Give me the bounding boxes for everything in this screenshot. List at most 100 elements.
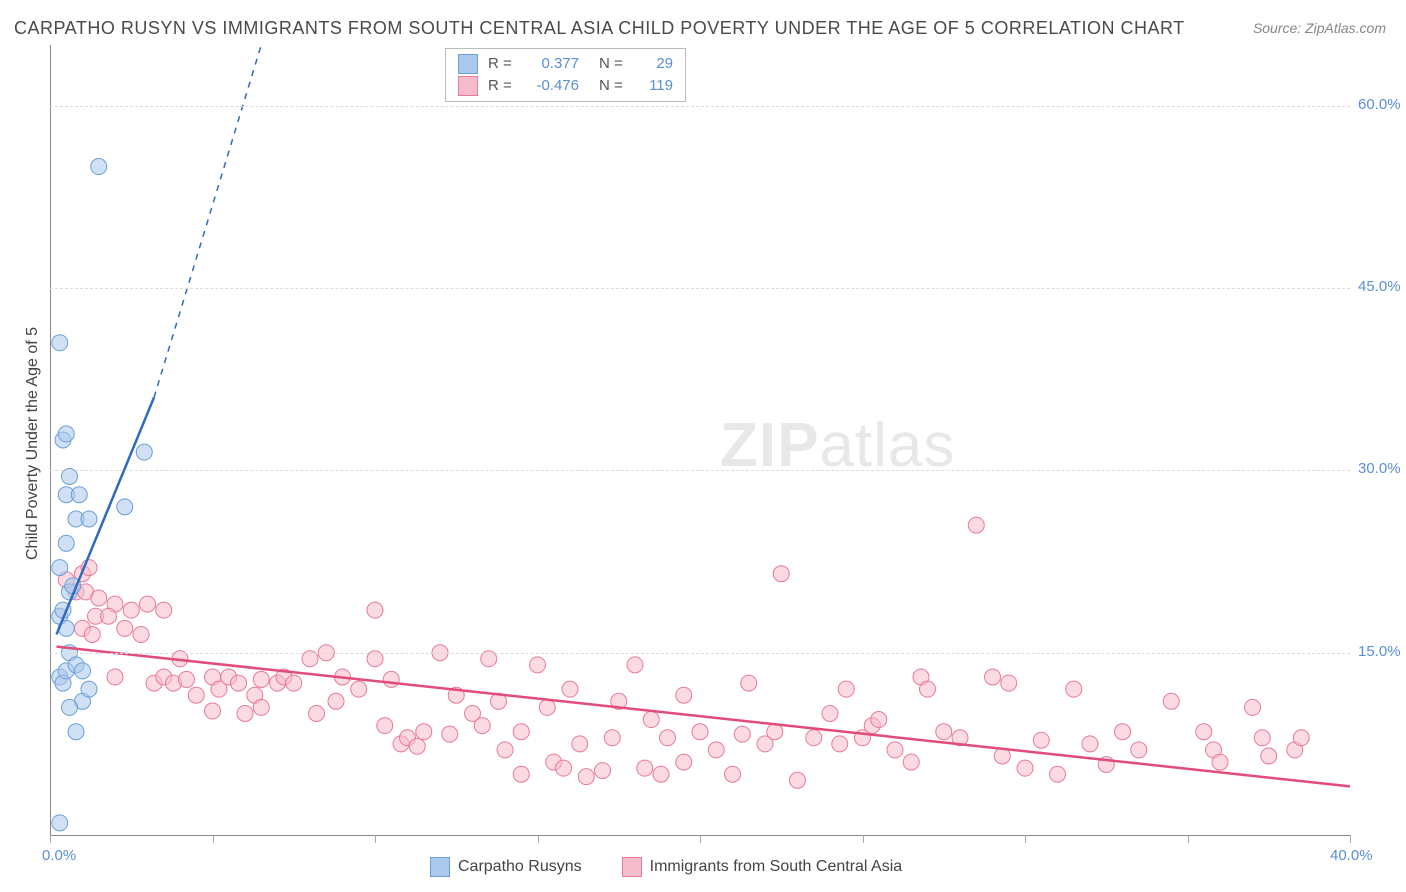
scatter-point	[968, 517, 984, 533]
scatter-point	[653, 766, 669, 782]
gridline-h	[50, 288, 1350, 289]
scatter-point	[708, 742, 724, 758]
scatter-point	[71, 487, 87, 503]
x-tick	[1188, 835, 1189, 843]
series-legend: Carpatho Rusyns Immigrants from South Cen…	[430, 857, 902, 877]
scatter-point	[676, 687, 692, 703]
scatter-point	[1050, 766, 1066, 782]
scatter-point	[660, 730, 676, 746]
scatter-point	[936, 724, 952, 740]
scatter-point	[1131, 742, 1147, 758]
scatter-point	[530, 657, 546, 673]
scatter-point	[123, 602, 139, 618]
scatter-point	[692, 724, 708, 740]
scatter-point	[1017, 760, 1033, 776]
scatter-point	[75, 663, 91, 679]
scatter-point	[920, 681, 936, 697]
scatter-point	[52, 335, 68, 351]
scatter-point	[62, 699, 78, 715]
series-legend-item: Immigrants from South Central Asia	[622, 857, 903, 877]
scatter-point	[773, 566, 789, 582]
x-tick	[375, 835, 376, 843]
scatter-point	[68, 724, 84, 740]
scatter-point	[133, 626, 149, 642]
x-tick	[700, 835, 701, 843]
scatter-point	[627, 657, 643, 673]
chart-svg	[0, 0, 1406, 892]
r-label: R =	[488, 53, 514, 75]
scatter-point	[179, 671, 195, 687]
scatter-point	[253, 699, 269, 715]
n-value: 119	[635, 75, 673, 97]
legend-swatch	[458, 76, 478, 96]
series-name: Immigrants from South Central Asia	[650, 858, 903, 876]
scatter-point	[409, 738, 425, 754]
scatter-point	[903, 754, 919, 770]
scatter-point	[497, 742, 513, 758]
scatter-point	[367, 602, 383, 618]
scatter-point	[539, 699, 555, 715]
scatter-point	[1196, 724, 1212, 740]
y-tick-label: 60.0%	[1358, 96, 1401, 113]
scatter-point	[578, 769, 594, 785]
scatter-point	[1066, 681, 1082, 697]
correlation-legend-row: R =0.377N =29	[458, 53, 673, 75]
scatter-point	[205, 703, 221, 719]
scatter-point	[1033, 732, 1049, 748]
scatter-point	[871, 712, 887, 728]
correlation-legend-row: R = -0.476 N = 119	[458, 75, 673, 97]
series-legend-item: Carpatho Rusyns	[430, 857, 582, 877]
x-tick	[1350, 835, 1351, 843]
scatter-point	[1001, 675, 1017, 691]
scatter-point	[562, 681, 578, 697]
scatter-point	[91, 590, 107, 606]
scatter-point	[52, 815, 68, 831]
scatter-point	[84, 626, 100, 642]
scatter-point	[140, 596, 156, 612]
x-tick	[1025, 835, 1026, 843]
y-tick-label: 45.0%	[1358, 278, 1401, 295]
scatter-point	[725, 766, 741, 782]
scatter-point	[676, 754, 692, 770]
legend-swatch	[430, 857, 450, 877]
scatter-point	[377, 718, 393, 734]
scatter-point	[1212, 754, 1228, 770]
x-tick	[50, 835, 51, 843]
x-tick-label: 0.0%	[42, 847, 76, 864]
scatter-point	[741, 675, 757, 691]
r-value: -0.476	[524, 75, 579, 97]
r-label: R =	[488, 75, 514, 97]
scatter-point	[81, 511, 97, 527]
scatter-point	[838, 681, 854, 697]
scatter-point	[117, 620, 133, 636]
x-tick	[538, 835, 539, 843]
legend-swatch	[622, 857, 642, 877]
n-label: N =	[599, 75, 625, 97]
scatter-point	[136, 444, 152, 460]
scatter-point	[253, 671, 269, 687]
scatter-point	[822, 705, 838, 721]
scatter-point	[117, 499, 133, 515]
scatter-point	[58, 426, 74, 442]
scatter-point	[156, 602, 172, 618]
scatter-point	[81, 681, 97, 697]
scatter-point	[595, 763, 611, 779]
scatter-point	[513, 766, 529, 782]
y-tick-label: 15.0%	[1358, 643, 1401, 660]
scatter-point	[237, 705, 253, 721]
scatter-point	[286, 675, 302, 691]
scatter-point	[101, 608, 117, 624]
scatter-point	[637, 760, 653, 776]
scatter-point	[1293, 730, 1309, 746]
scatter-point	[309, 705, 325, 721]
scatter-point	[442, 726, 458, 742]
scatter-point	[474, 718, 490, 734]
scatter-point	[188, 687, 204, 703]
legend-swatch	[458, 54, 478, 74]
scatter-point	[1245, 699, 1261, 715]
scatter-point	[985, 669, 1001, 685]
scatter-point	[107, 669, 123, 685]
x-tick	[213, 835, 214, 843]
scatter-point	[1254, 730, 1270, 746]
x-tick	[863, 835, 864, 843]
